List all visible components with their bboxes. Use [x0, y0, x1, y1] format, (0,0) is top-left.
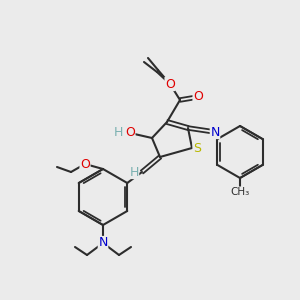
Text: O: O — [193, 91, 203, 103]
Text: H: H — [113, 127, 123, 140]
Text: N: N — [210, 125, 220, 139]
Text: N: N — [98, 236, 108, 250]
Text: O: O — [165, 77, 175, 91]
Text: H: H — [129, 166, 139, 178]
Text: CH₃: CH₃ — [230, 187, 250, 197]
Text: O: O — [125, 127, 135, 140]
Text: S: S — [193, 142, 201, 154]
Text: O: O — [80, 158, 90, 170]
